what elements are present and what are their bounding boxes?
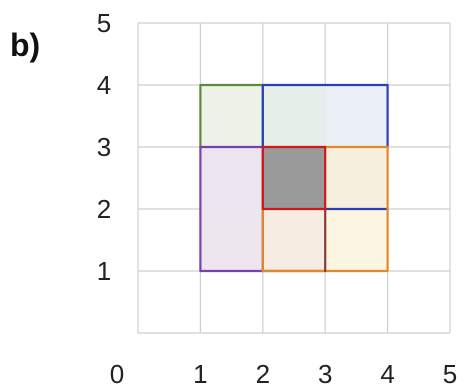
- y-tick-label: 1: [97, 256, 111, 286]
- axis-ticks: 0 1 2 3 4 5 1 2 3 4 5: [97, 8, 457, 387]
- cell-outline: [261, 207, 327, 273]
- panel-label: b): [10, 27, 40, 63]
- x-tick-label: 1: [193, 359, 207, 387]
- cell-outline: [261, 83, 389, 149]
- y-tick-label: 3: [97, 132, 111, 162]
- x-tick-label: 4: [380, 359, 394, 387]
- cell-outlines: [199, 83, 389, 273]
- cell-fills: [200, 85, 388, 271]
- y-tick-label: 4: [97, 70, 111, 100]
- y-tick-label: 2: [97, 194, 111, 224]
- y-tick-label: 5: [97, 8, 111, 38]
- grid-cell: [325, 85, 388, 147]
- cell-outline: [261, 145, 327, 211]
- x-tick-label: 5: [443, 359, 457, 387]
- grid-cell: [262, 209, 326, 271]
- grid-cell: [262, 85, 326, 147]
- grid-cell: [325, 209, 388, 271]
- x-tick-label: 2: [256, 359, 270, 387]
- cell-outline: [324, 145, 389, 273]
- x-tick-label: 3: [318, 359, 332, 387]
- x-tick-label: 0: [110, 359, 124, 387]
- grid-cell: [262, 147, 326, 209]
- grid-cell: [200, 147, 263, 209]
- grid-cell: [200, 85, 263, 147]
- grid-cell: [325, 147, 388, 209]
- grid-cell: [200, 209, 263, 271]
